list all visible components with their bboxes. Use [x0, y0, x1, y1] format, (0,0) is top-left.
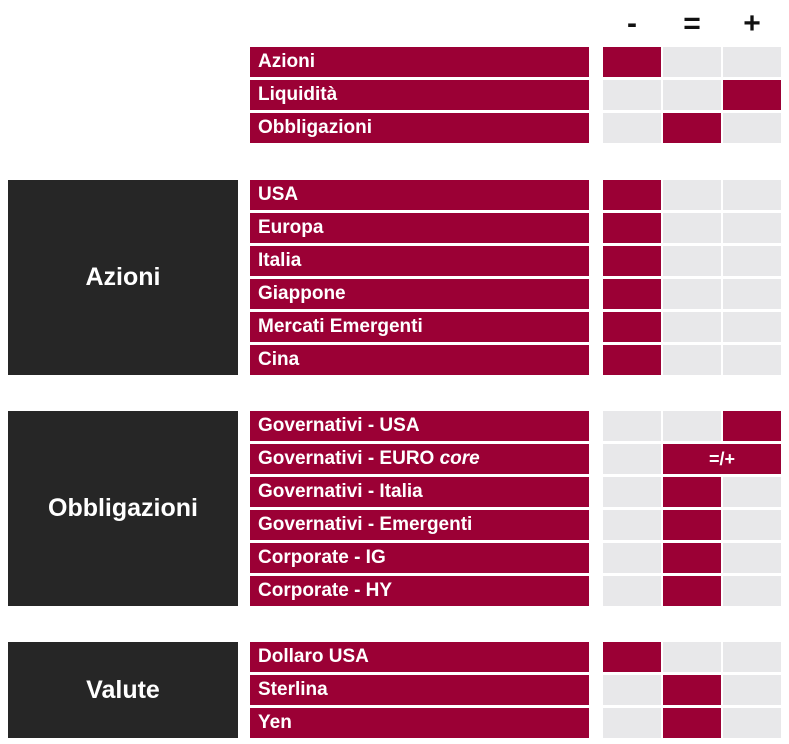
row-label: Sterlina — [250, 675, 589, 705]
rating-cell-minus — [603, 477, 661, 507]
rating-cell-plus — [723, 510, 781, 540]
rating-cell-plus — [723, 543, 781, 573]
row-label: Azioni — [250, 47, 589, 77]
section-header-obbligazioni: Obbligazioni — [8, 411, 238, 606]
rating-cell-minus — [603, 113, 661, 143]
rating-cell-equal — [663, 675, 721, 705]
rating-cell-merged: =/+ — [663, 444, 781, 474]
rating-cell-minus — [603, 180, 661, 210]
rating-cell-minus — [603, 80, 661, 110]
rating-cell-minus — [603, 543, 661, 573]
rating-cell-equal — [663, 510, 721, 540]
rating-cell-minus — [603, 345, 661, 375]
rating-cell-plus — [723, 675, 781, 705]
row-label-text: Sterlina — [258, 679, 328, 700]
row-label-text: Liquidità — [258, 84, 338, 105]
row-label-text: Giappone — [258, 283, 346, 304]
row-label: Yen — [250, 708, 589, 738]
row-label-text: Obbligazioni — [258, 117, 372, 138]
row-label: Governativi - Italia — [250, 477, 589, 507]
rating-cell-minus — [603, 279, 661, 309]
rating-cell-minus — [603, 411, 661, 441]
rating-cell-equal — [663, 642, 721, 672]
rating-cell-plus — [723, 411, 781, 441]
rating-cell-plus — [723, 642, 781, 672]
rating-cell-equal — [663, 576, 721, 606]
rating-cell-equal — [663, 113, 721, 143]
row-label-text: USA — [258, 184, 299, 205]
rating-cell-minus — [603, 675, 661, 705]
rating-cell-equal — [663, 246, 721, 276]
rating-cell-equal — [663, 411, 721, 441]
row-label: Dollaro USA — [250, 642, 589, 672]
rating-cell-equal — [663, 312, 721, 342]
row-label-text: Mercati Emergenti — [258, 316, 423, 337]
column-header-plus: + — [743, 7, 761, 40]
rating-cell-plus — [723, 708, 781, 738]
rating-cell-equal — [663, 708, 721, 738]
row-label-text: Governativi - USA — [258, 415, 420, 436]
row-label: Governativi - Emergenti — [250, 510, 589, 540]
rating-cell-equal — [663, 279, 721, 309]
column-header-minus: - — [627, 7, 637, 40]
row-label-text: Governativi - Emergenti — [258, 514, 473, 535]
rating-cell-minus — [603, 213, 661, 243]
rating-cell-plus — [723, 477, 781, 507]
rating-cell-plus — [723, 312, 781, 342]
row-label: Governativi - USA — [250, 411, 589, 441]
rating-cell-equal — [663, 80, 721, 110]
row-label-text: Cina — [258, 349, 300, 370]
rating-cell-plus — [723, 180, 781, 210]
rating-cell-equal — [663, 180, 721, 210]
rating-cell-plus — [723, 345, 781, 375]
row-label-text: Corporate - IG — [258, 547, 386, 568]
row-label-text: Governativi - Italia — [258, 481, 423, 502]
rating-cell-equal — [663, 213, 721, 243]
rating-cell-minus — [603, 510, 661, 540]
rating-cell-minus — [603, 576, 661, 606]
row-label: Corporate - IG — [250, 543, 589, 573]
row-label-text: Yen — [258, 712, 292, 733]
rating-cell-plus — [723, 213, 781, 243]
rating-cell-minus — [603, 312, 661, 342]
row-label-text: Governativi - EURO — [258, 448, 435, 469]
row-label-text: Dollaro USA — [258, 646, 369, 667]
row-label-text: Corporate - HY — [258, 580, 393, 601]
rating-cell-equal — [663, 477, 721, 507]
row-label: Cina — [250, 345, 589, 375]
rating-cell-minus — [603, 642, 661, 672]
row-label: Governativi - EURO core — [250, 444, 589, 474]
rating-cell-plus — [723, 576, 781, 606]
rating-cell-plus — [723, 279, 781, 309]
rating-cell-plus — [723, 113, 781, 143]
row-label-italic: core — [439, 448, 480, 469]
row-label: Corporate - HY — [250, 576, 589, 606]
row-label: Italia — [250, 246, 589, 276]
rating-cell-equal — [663, 47, 721, 77]
rating-cell-minus — [603, 708, 661, 738]
row-label: Obbligazioni — [250, 113, 589, 143]
row-label: Liquidità — [250, 80, 589, 110]
rating-cell-minus — [603, 444, 661, 474]
column-header-equal: = — [683, 7, 701, 40]
row-label-text: Europa — [258, 217, 324, 238]
row-label: Europa — [250, 213, 589, 243]
rating-cell-minus — [603, 47, 661, 77]
section-header-azioni: Azioni — [8, 180, 238, 375]
row-label: Giappone — [250, 279, 589, 309]
rating-cell-plus — [723, 80, 781, 110]
rating-cell-equal — [663, 345, 721, 375]
row-label-text: Azioni — [258, 51, 315, 72]
rating-cell-plus — [723, 47, 781, 77]
row-label-text: Italia — [258, 250, 302, 271]
rating-cell-plus — [723, 246, 781, 276]
row-label: USA — [250, 180, 589, 210]
rating-cell-minus — [603, 246, 661, 276]
row-label: Mercati Emergenti — [250, 312, 589, 342]
rating-cell-equal — [663, 543, 721, 573]
section-header-valute: Valute — [8, 642, 238, 738]
